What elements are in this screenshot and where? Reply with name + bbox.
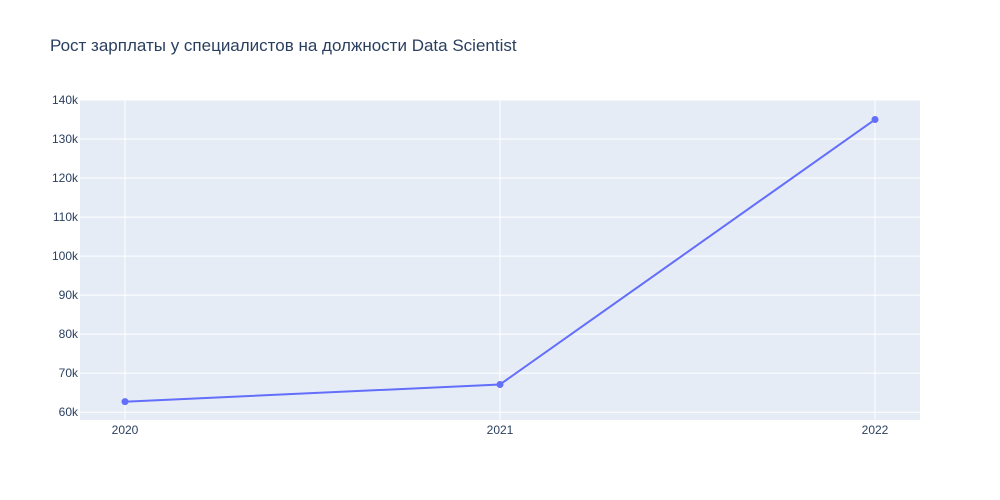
y-tick-label: 130k bbox=[52, 132, 79, 146]
y-axis-ticks: 60k 70k 80k 90k 100k 110k 120k 130k 140k bbox=[52, 93, 79, 419]
grid-lines bbox=[80, 99, 920, 420]
data-point[interactable] bbox=[871, 116, 879, 124]
x-tick-label: 2020 bbox=[112, 423, 139, 437]
y-tick-label: 120k bbox=[52, 171, 79, 185]
y-tick-label: 100k bbox=[52, 249, 79, 263]
x-tick-label: 2022 bbox=[862, 423, 889, 437]
data-point[interactable] bbox=[496, 380, 504, 388]
y-tick-label: 140k bbox=[52, 93, 79, 107]
y-tick-label: 70k bbox=[59, 366, 79, 380]
y-tick-label: 90k bbox=[59, 288, 79, 302]
x-tick-label: 2021 bbox=[487, 423, 514, 437]
y-tick-label: 60k bbox=[59, 405, 79, 419]
y-tick-label: 110k bbox=[53, 210, 79, 224]
x-axis-ticks: 2020 2021 2022 bbox=[112, 423, 889, 437]
y-tick-label: 80k bbox=[59, 327, 79, 341]
data-point[interactable] bbox=[121, 398, 129, 406]
series-layer bbox=[121, 116, 879, 406]
chart-title: Рост зарплаты у специалистов на должност… bbox=[50, 36, 517, 55]
